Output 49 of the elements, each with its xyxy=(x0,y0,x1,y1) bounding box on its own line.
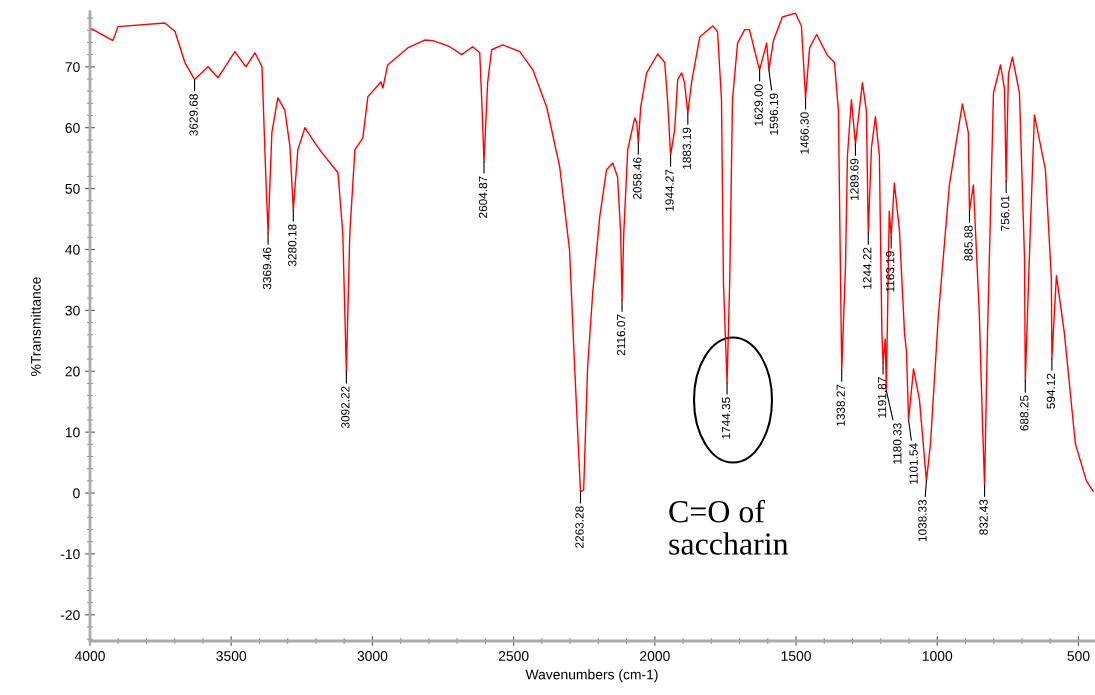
x-tick-label: 2000 xyxy=(640,651,670,661)
annotation: C=O of saccharin xyxy=(669,499,789,555)
annotation: 1244.22 xyxy=(863,247,872,289)
y-axis-title: %Transmittance xyxy=(30,277,41,376)
y-tick-label: 40 xyxy=(65,244,80,255)
annotation: 1289.69 xyxy=(850,158,859,200)
x-tick-label: 500 xyxy=(1067,651,1090,661)
annotation: 1101.54 xyxy=(909,443,918,484)
annotation: 1338.27 xyxy=(836,384,845,426)
x-tick-label: 1500 xyxy=(781,651,811,661)
annotation: 2263.28 xyxy=(575,506,584,548)
x-tick-label: 4000 xyxy=(74,651,105,661)
y-tick-label: -10 xyxy=(60,549,80,560)
y-tick-label: 0 xyxy=(73,488,80,499)
annotation: 885.88 xyxy=(964,225,973,261)
y-tick-label: 70 xyxy=(65,62,80,72)
x-tick-label: 3000 xyxy=(357,651,388,661)
annotation: 3369.46 xyxy=(262,247,272,290)
y-tick-label: -20 xyxy=(60,610,80,620)
annotation: 594.12 xyxy=(1046,373,1056,409)
annotation: 3092.22 xyxy=(341,386,350,429)
annotation: 3629.68 xyxy=(189,94,198,136)
annotation: 1883.19 xyxy=(682,127,691,169)
annotation: 1629.00 xyxy=(754,84,763,126)
annotation: 1466.30 xyxy=(800,112,809,154)
annotation: 1191.87 xyxy=(877,377,887,418)
x-axis-title: Wavenumbers (cm-1) xyxy=(525,669,658,683)
line-series xyxy=(90,12,1094,493)
annotation: 1180.33 xyxy=(893,423,902,464)
annotation: 1944.27 xyxy=(665,169,674,211)
annotation: 688.25 xyxy=(1020,395,1029,431)
x-tick-label: 2500 xyxy=(498,651,529,661)
annotation: 1744.35 xyxy=(721,397,731,439)
annotation: 2604.87 xyxy=(478,176,488,218)
x-tick-label: 3500 xyxy=(216,651,247,661)
y-tick-label: 60 xyxy=(65,123,80,133)
annotation: 2058.46 xyxy=(633,157,642,199)
y-tick-label: 30 xyxy=(65,305,80,316)
annotation: 2116.07 xyxy=(616,314,626,356)
x-tick-label: 1000 xyxy=(922,651,953,661)
annotation: 1163.19 xyxy=(885,251,895,292)
y-tick-label: 20 xyxy=(65,366,80,377)
annotation: 3280.18 xyxy=(288,224,297,267)
y-tick-label: 50 xyxy=(65,183,80,194)
y-tick-label: 10 xyxy=(65,427,80,438)
annotation: 756.01 xyxy=(1000,195,1010,231)
annotation: 1596.19 xyxy=(769,93,779,135)
annotation: 832.43 xyxy=(979,499,988,535)
annotation: 1038.33 xyxy=(918,499,927,542)
